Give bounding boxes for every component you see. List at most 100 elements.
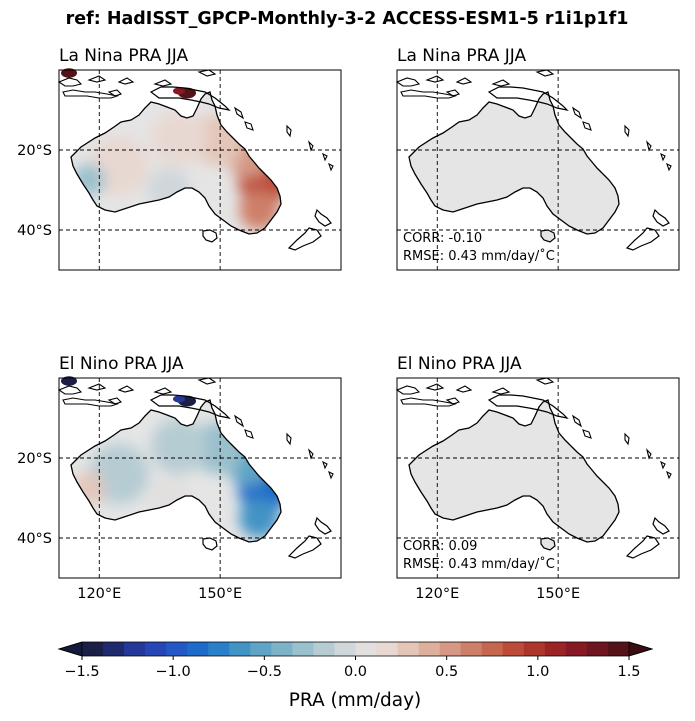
anomaly-blob	[151, 418, 207, 474]
rmse-stat: RMSE: 0.43 mm/day/˚C	[403, 248, 555, 264]
island-anomaly	[61, 68, 77, 78]
island-coastline	[107, 397, 123, 405]
colorbar-tick-label: 0.5	[435, 664, 458, 680]
island-coastline	[571, 414, 583, 428]
model-field	[409, 400, 619, 542]
panel-title: El Nino PRA JJA	[59, 354, 184, 374]
nz-north-coastline	[314, 208, 332, 227]
australia-coastline	[70, 91, 282, 235]
anomaly-blob	[239, 498, 279, 538]
island-coastline	[244, 121, 254, 131]
island-coastline	[445, 397, 461, 405]
island-coastline	[395, 77, 421, 87]
island-coastline	[445, 89, 461, 97]
australia-coastline	[408, 399, 620, 543]
colorbar-swatch	[397, 642, 420, 656]
anomaly-blob	[73, 472, 105, 504]
island-coastline	[244, 429, 254, 439]
island-coastline	[197, 69, 217, 77]
island-anomaly	[61, 376, 77, 386]
nz-south-coastline	[625, 227, 660, 251]
nz-south-coastline	[625, 535, 660, 559]
new-guinea-coastline	[487, 394, 569, 419]
island-coastline	[57, 385, 83, 395]
corr-stat: CORR: 0.09	[403, 539, 477, 554]
island-coastline	[233, 106, 245, 120]
island-anomaly	[173, 395, 185, 403]
island-coastline	[117, 385, 135, 393]
map-panel-p4: El Nino PRA JJA 120°E 150°E CORR: 0.09 RMSE:…	[395, 354, 680, 602]
colorbar-swatch	[334, 642, 356, 656]
panel-title: La Nina PRA JJA	[59, 46, 188, 66]
australia-coastline	[70, 399, 282, 543]
panel-title: La Nina PRA JJA	[397, 46, 526, 66]
island-coastline	[582, 121, 592, 131]
lat-tick-label: 40°S	[17, 531, 52, 547]
island-coastline	[666, 470, 672, 480]
colorbar-min-extend	[57, 641, 83, 657]
new-guinea-coastline	[487, 86, 569, 111]
nz-south-coastline	[287, 535, 322, 559]
colorbar-swatch	[82, 642, 104, 656]
colorbar-swatch	[376, 642, 399, 656]
anomaly-blob	[147, 168, 191, 212]
colorbar-swatch	[523, 642, 546, 656]
colorbar-tick-label: −0.5	[247, 664, 282, 680]
panel-title: El Nino PRA JJA	[397, 354, 522, 374]
colorbar-swatch	[544, 642, 567, 656]
island-coastline	[645, 448, 652, 460]
island-coastline	[153, 79, 173, 87]
island-coastline	[395, 385, 421, 395]
island-coastline	[328, 470, 334, 480]
colorbar-swatch	[292, 642, 314, 656]
colorbar-swatch	[502, 642, 525, 656]
island-coastline	[322, 460, 328, 470]
island-coastline	[197, 377, 217, 385]
nz-north-coastline	[314, 516, 332, 535]
colorbar-tick-label: 1.0	[526, 664, 549, 680]
colorbar-swatch	[145, 642, 167, 656]
anomaly-blob	[73, 164, 105, 196]
colorbar-swatch	[481, 642, 504, 656]
colorbar-tick-label: 0.0	[344, 664, 367, 680]
new-guinea-coastline	[149, 86, 231, 111]
island-coastline	[62, 89, 120, 99]
colorbar-swatch	[166, 642, 188, 656]
lat-tick-label: 20°S	[17, 451, 52, 467]
colorbar-swatch	[124, 642, 146, 656]
colorbar-label: PRA (mm/day)	[289, 690, 422, 711]
lon-tick-label: 120°E	[77, 586, 121, 602]
nz-south-coastline	[287, 227, 322, 251]
island-coastline	[666, 162, 672, 172]
colorbar-swatch	[271, 642, 293, 656]
colorbar-swatch	[607, 642, 630, 656]
colorbar-swatch	[313, 642, 335, 656]
anomaly-blob	[147, 476, 191, 520]
nz-north-coastline	[652, 208, 670, 227]
map-frame	[58, 377, 342, 579]
colorbar: −1.5 −1.0 −0.5 0.0 0.5 1.0 1.5 PRA (mm/day)	[57, 641, 654, 711]
island-coastline	[455, 77, 473, 85]
island-coastline	[425, 75, 445, 83]
colorbar-swatch	[103, 642, 125, 656]
map-frame	[58, 69, 342, 271]
map-panel-p1: La Nina PRA JJA 20°S 40°S	[17, 46, 342, 271]
island-coastline	[425, 383, 445, 391]
colorbar-swatch	[418, 642, 441, 656]
island-coastline	[322, 152, 328, 162]
island-coastline	[107, 89, 123, 97]
colorbar-swatch	[355, 642, 378, 656]
island-coastline	[153, 387, 173, 395]
lon-tick-label: 150°E	[198, 586, 242, 602]
map-panel-p3: El Nino PRA JJA 20°S 40°S 120°E 150°E	[17, 354, 342, 602]
lon-tick-label: 120°E	[415, 586, 459, 602]
colorbar-tick-label: −1.5	[64, 664, 99, 680]
map-frame	[396, 69, 680, 271]
colorbar-swatch	[250, 642, 272, 656]
corr-stat: CORR: -0.10	[403, 231, 482, 246]
rmse-stat: RMSE: 0.43 mm/day/˚C	[403, 556, 555, 572]
tasmania-coastline	[540, 537, 556, 551]
anomaly-blob	[239, 190, 279, 230]
colorbar-swatch	[586, 642, 609, 656]
